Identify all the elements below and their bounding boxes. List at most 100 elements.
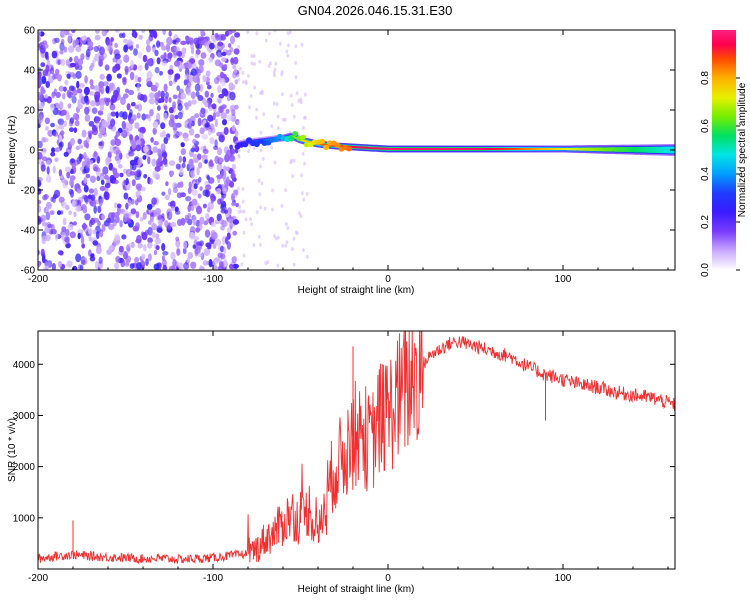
noise-blob — [53, 189, 61, 198]
noise-blob — [110, 98, 114, 106]
noise-blob — [273, 30, 277, 33]
noise-blob — [136, 262, 142, 270]
noise-blob — [137, 51, 142, 59]
noise-blob — [204, 159, 208, 164]
noise-blob — [98, 141, 103, 146]
noise-blob — [264, 261, 268, 266]
noise-blob — [120, 96, 126, 106]
spectrogram-x-tick-label: 0 — [385, 274, 391, 285]
noise-blob — [77, 138, 82, 145]
noise-blob — [247, 74, 250, 78]
noise-blob — [50, 122, 55, 128]
noise-blob — [95, 231, 100, 240]
noise-blob — [66, 89, 72, 98]
noise-blob — [96, 175, 101, 182]
noise-blob — [187, 187, 192, 195]
noise-blob — [134, 199, 139, 206]
noise-blob — [232, 263, 239, 269]
noise-blob — [116, 73, 122, 79]
colorbar-tick-label: 0.6 — [700, 119, 711, 133]
noise-blob — [115, 111, 119, 119]
noise-blob — [114, 155, 120, 162]
noise-blob — [59, 42, 65, 52]
noise-blob — [199, 216, 205, 225]
noise-blob — [217, 85, 222, 93]
noise-blob — [252, 54, 256, 59]
noise-blob — [143, 244, 147, 252]
noise-blob — [138, 132, 144, 141]
noise-blob — [112, 219, 117, 227]
noise-blob — [214, 139, 218, 148]
noise-blob — [220, 204, 227, 211]
noise-blob — [85, 160, 91, 169]
noise-blob — [44, 94, 48, 99]
noise-blob — [82, 222, 87, 231]
noise-blob — [300, 173, 303, 178]
noise-blob — [44, 261, 50, 270]
noise-blob — [152, 146, 158, 153]
noise-blob — [274, 236, 278, 241]
noise-blob — [188, 231, 196, 240]
noise-blob — [38, 80, 42, 89]
noise-blob — [65, 239, 70, 244]
noise-blob — [154, 208, 162, 215]
noise-blob — [168, 80, 173, 87]
noise-blob — [192, 244, 196, 249]
noise-blob — [128, 151, 135, 157]
noise-blob — [66, 73, 71, 79]
noise-blob — [178, 169, 184, 176]
snr-x-tick-label: -200 — [28, 573, 48, 584]
noise-blob — [220, 34, 226, 41]
noise-blob — [72, 221, 77, 226]
colorbar-gradient — [712, 30, 736, 270]
noise-blob — [200, 146, 205, 151]
noise-blob — [84, 114, 91, 122]
spectrogram-y-tick-label: 40 — [24, 66, 36, 77]
noise-blob — [177, 182, 181, 189]
noise-blob — [162, 130, 166, 137]
noise-blob — [45, 174, 52, 183]
spectrogram-y-tick-label: 20 — [24, 106, 36, 117]
noise-blob — [89, 79, 94, 86]
noise-blob — [115, 130, 121, 137]
noise-blob — [276, 114, 280, 119]
noise-blob — [105, 98, 110, 107]
noise-blob — [208, 58, 214, 64]
noise-blob — [38, 30, 42, 37]
noise-blob — [38, 73, 42, 81]
noise-blob — [163, 112, 168, 121]
noise-blob — [168, 107, 174, 114]
noise-blob — [79, 83, 85, 88]
colorbar-tick-label: 0.8 — [700, 71, 711, 85]
noise-blob — [175, 37, 181, 43]
noise-blob — [114, 30, 120, 33]
noise-blob — [61, 201, 67, 208]
noise-blob — [202, 260, 208, 266]
noise-blob — [38, 199, 42, 205]
noise-blob — [63, 151, 69, 157]
noise-blob — [134, 122, 140, 129]
noise-blob — [135, 190, 141, 196]
noise-blob — [38, 188, 42, 195]
noise-blob — [223, 64, 228, 69]
noise-blob — [137, 157, 143, 166]
noise-blob — [166, 133, 171, 138]
noise-blob — [98, 81, 105, 89]
noise-blob — [180, 64, 185, 70]
noise-blob — [62, 217, 67, 226]
noise-blob — [69, 62, 76, 68]
noise-blob — [50, 151, 56, 157]
noise-blob — [217, 41, 224, 47]
noise-blob — [281, 117, 285, 122]
noise-blob — [184, 214, 189, 220]
noise-blob — [169, 114, 175, 121]
noise-blob — [187, 122, 193, 129]
noise-blob — [105, 85, 110, 94]
noise-blob — [162, 30, 167, 36]
snr-panel: -200 -100 0 100 1000 2000 3000 4000 Height of s… — [7, 330, 676, 595]
noise-blob — [83, 152, 87, 160]
noise-blob — [249, 94, 253, 99]
noise-blob — [104, 182, 111, 189]
noise-blob — [235, 202, 239, 208]
noise-blob — [196, 166, 200, 176]
